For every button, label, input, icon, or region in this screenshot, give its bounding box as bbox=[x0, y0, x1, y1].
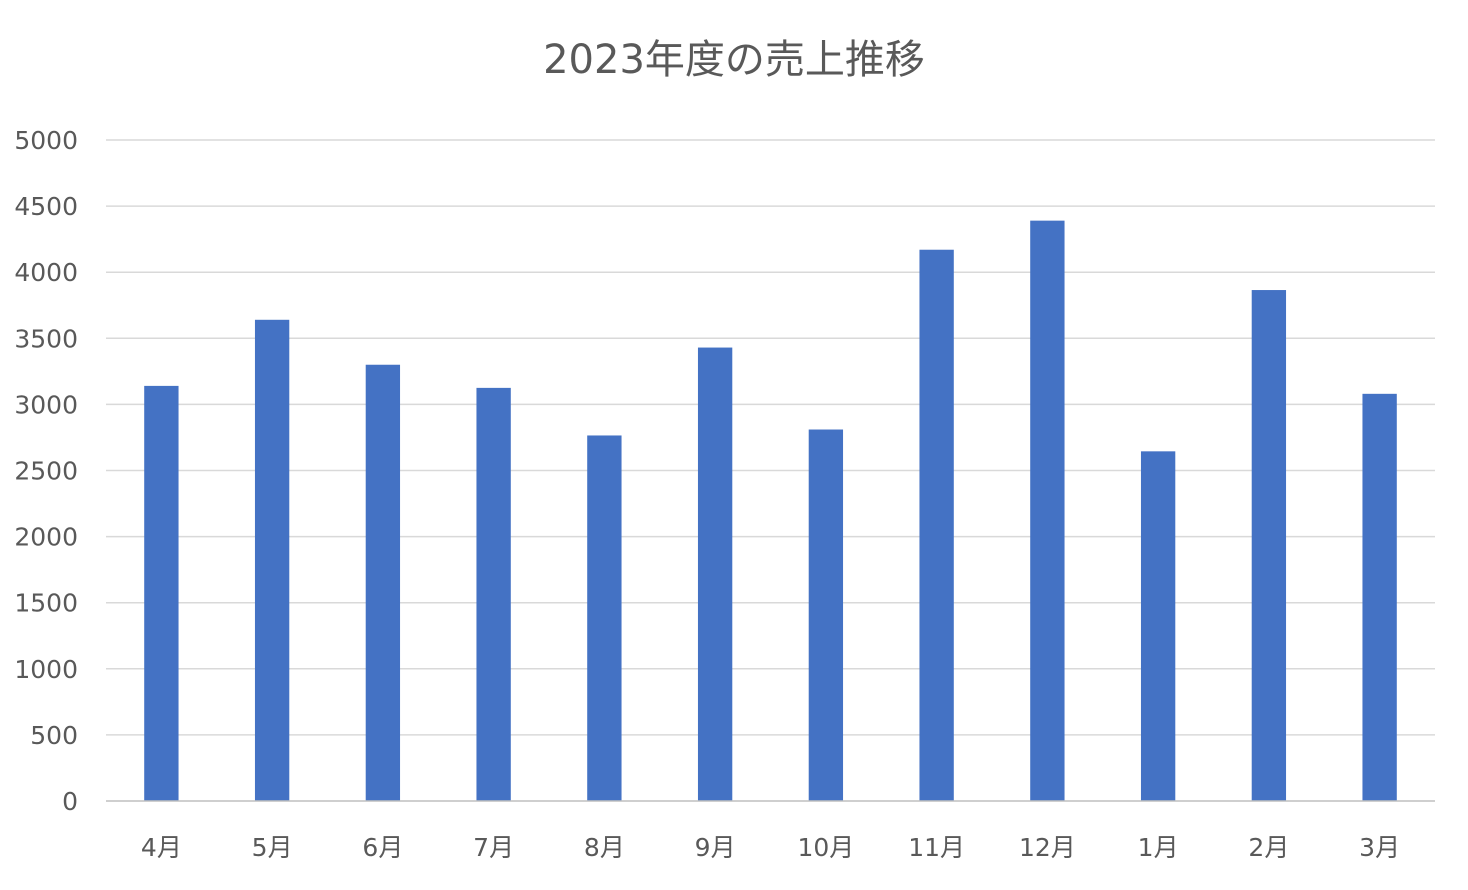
x-tick-label: 7月 bbox=[473, 833, 514, 862]
bar bbox=[476, 387, 511, 801]
bar bbox=[1140, 451, 1176, 801]
x-tick-label: 9月 bbox=[695, 833, 736, 862]
x-axis-tick-labels: 4月 5月 6月 7月 8月 9月 10月 11月 12月 1月 2月 3月 bbox=[141, 833, 1400, 862]
bar bbox=[1251, 290, 1287, 801]
bar bbox=[1030, 220, 1065, 802]
y-tick-label: 3500 bbox=[14, 324, 78, 353]
y-tick-label: 1500 bbox=[14, 589, 78, 618]
x-tick-label: 11月 bbox=[908, 833, 965, 862]
x-tick-label: 12月 bbox=[1019, 833, 1076, 862]
y-axis-tick-labels: 0 500 1000 1500 2000 2500 3000 3500 4000 4500 5000 bbox=[14, 126, 78, 816]
bars bbox=[144, 220, 1397, 802]
x-tick-label: 10月 bbox=[797, 833, 854, 862]
y-tick-label: 3000 bbox=[14, 390, 78, 419]
bar bbox=[254, 319, 290, 801]
bar bbox=[587, 435, 622, 801]
bar bbox=[144, 385, 179, 801]
x-tick-label: 1月 bbox=[1138, 833, 1179, 862]
bar bbox=[808, 429, 844, 801]
y-tick-label: 0 bbox=[62, 787, 78, 816]
y-tick-label: 500 bbox=[30, 721, 78, 750]
x-tick-label: 5月 bbox=[252, 833, 293, 862]
y-tick-label: 2000 bbox=[14, 523, 78, 552]
bar bbox=[697, 347, 733, 801]
x-tick-label: 3月 bbox=[1359, 833, 1400, 862]
gridlines bbox=[106, 139, 1435, 736]
chart-title: 2023年度の売上推移 bbox=[543, 37, 925, 83]
bar bbox=[1362, 393, 1397, 801]
y-tick-label: 4500 bbox=[14, 192, 78, 221]
bar bbox=[919, 249, 954, 801]
bar bbox=[365, 364, 401, 801]
y-tick-label: 2500 bbox=[14, 457, 78, 486]
y-tick-label: 1000 bbox=[14, 655, 78, 684]
y-tick-label: 4000 bbox=[14, 258, 78, 287]
x-tick-label: 4月 bbox=[141, 833, 182, 862]
x-tick-label: 2月 bbox=[1248, 833, 1289, 862]
x-tick-label: 6月 bbox=[362, 833, 403, 862]
x-tick-label: 8月 bbox=[584, 833, 625, 862]
y-tick-label: 5000 bbox=[14, 126, 78, 155]
